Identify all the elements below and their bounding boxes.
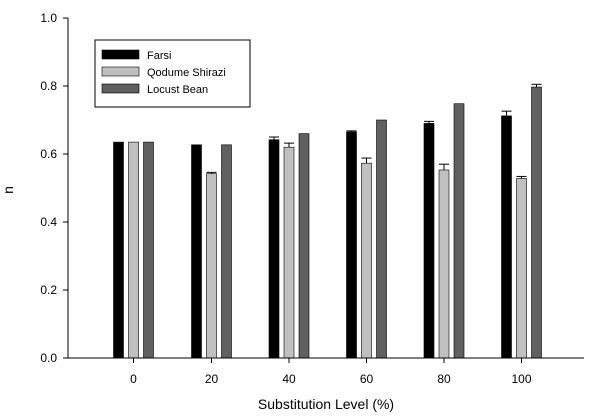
bars-layer xyxy=(113,83,542,359)
x-tick-label-100: 100 xyxy=(511,372,531,386)
bar-qodume-shirazi-100 xyxy=(516,178,527,359)
bar-qodume-shirazi-20 xyxy=(206,173,217,359)
x-tick-label-40: 40 xyxy=(282,372,296,386)
x-tick-label-60: 60 xyxy=(360,372,374,386)
legend-swatch-locust-bean xyxy=(101,83,140,94)
legend-label-qodume-shirazi: Qodume Shirazi xyxy=(147,67,226,79)
bar-qodume-shirazi-60 xyxy=(361,162,372,359)
bar-qodume-shirazi-40 xyxy=(283,146,295,359)
bar-locust-bean-60 xyxy=(376,119,387,359)
bar-locust-bean-20 xyxy=(221,144,232,359)
bar-farsi-80 xyxy=(423,123,435,359)
legend-swatch-qodume-shirazi xyxy=(101,66,140,77)
bar-locust-bean-40 xyxy=(298,133,310,359)
y-tick-label-0.8: 0.8 xyxy=(40,79,57,93)
x-tick-label-80: 80 xyxy=(437,372,451,386)
y-tick-label-0.4: 0.4 xyxy=(40,215,57,229)
bar-farsi-60 xyxy=(346,131,357,359)
axes-layer: 0.0 0.2 0.4 0.6 0.8 1.0 0 20 40 60 80 100 xyxy=(40,11,584,386)
y-axis-label: n xyxy=(0,186,16,194)
bar-qodume-shirazi-80 xyxy=(438,169,450,359)
x-axis-label: Substitution Level (%) xyxy=(258,396,394,412)
bar-locust-bean-100 xyxy=(531,86,542,359)
bar-farsi-20 xyxy=(191,144,202,359)
legend-label-farsi: Farsi xyxy=(147,50,171,62)
bar-locust-bean-80 xyxy=(453,103,465,359)
x-tick-label-0: 0 xyxy=(130,372,137,386)
bar-qodume-shirazi-0 xyxy=(128,141,139,359)
y-tick-label-0.6: 0.6 xyxy=(40,147,57,161)
y-tick-label-1.0: 1.0 xyxy=(40,11,57,25)
legend-label-locust-bean: Locust Bean xyxy=(147,84,208,96)
bar-farsi-40 xyxy=(268,139,280,359)
y-tick-label-0.0: 0.0 xyxy=(40,351,57,365)
y-tick-label-0.2: 0.2 xyxy=(40,283,57,297)
bar-farsi-0 xyxy=(113,141,124,359)
legend-swatch-farsi xyxy=(101,49,140,60)
bar-farsi-100 xyxy=(501,115,512,359)
x-tick-label-20: 20 xyxy=(205,372,219,386)
legend: Farsi Qodume Shirazi Locust Bean xyxy=(94,39,251,108)
bar-locust-bean-0 xyxy=(143,141,154,359)
